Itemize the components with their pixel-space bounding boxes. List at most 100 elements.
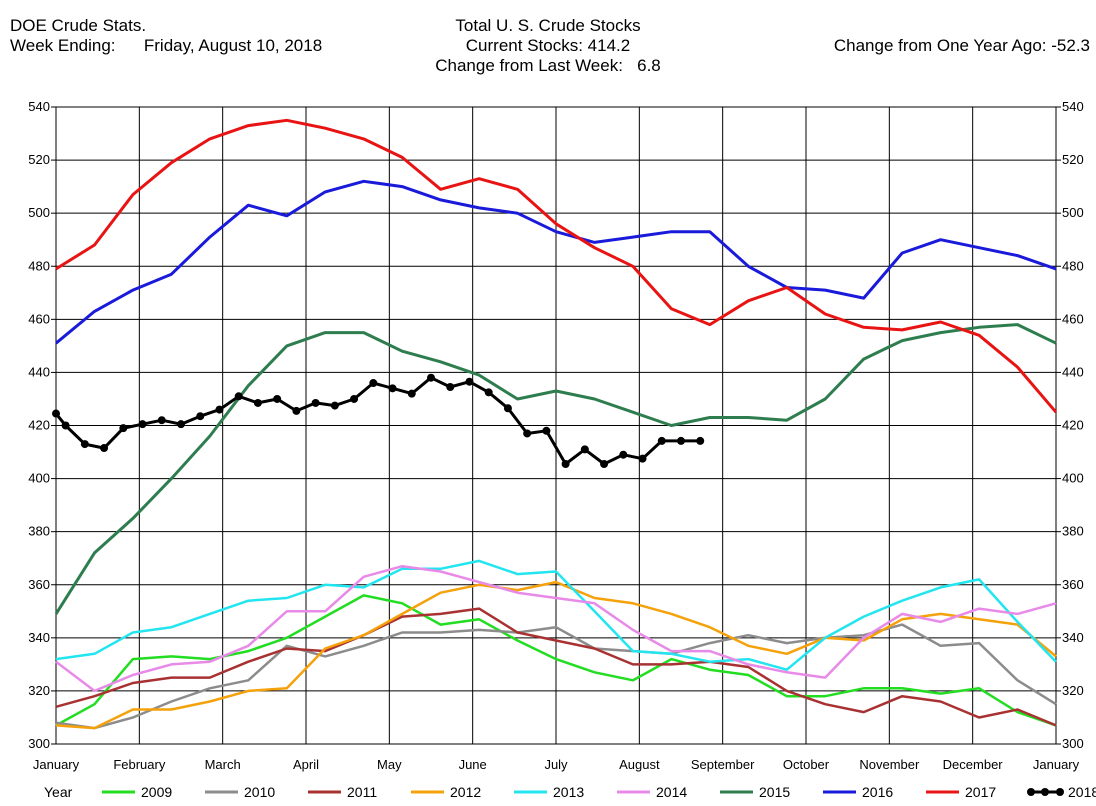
data-point-2018 (253, 398, 262, 407)
y-tick-label-right: 300 (1062, 736, 1084, 751)
x-tick-label: July (544, 757, 568, 772)
week-ending-value: Friday, August 10, 2018 (143, 36, 323, 55)
y-tick-label-right: 320 (1062, 683, 1084, 698)
x-tick-label: January (1033, 757, 1080, 772)
data-point-2018 (350, 394, 359, 403)
x-tick-label: September (691, 757, 755, 772)
grid (51, 106, 1061, 745)
y-tick-label-left: 300 (28, 736, 50, 751)
data-point-2018 (292, 406, 301, 415)
y-tick-label-right: 500 (1062, 205, 1084, 220)
data-point-2018 (503, 404, 512, 413)
data-point-2018 (427, 373, 435, 382)
data-point-2018 (523, 429, 532, 438)
x-tick-label: February (113, 757, 166, 772)
y-tick-label-right: 520 (1062, 152, 1084, 167)
y-tick-label-right: 440 (1062, 364, 1084, 379)
y-tick-label-left: 360 (28, 577, 50, 592)
series-line-2011 (55, 607, 1057, 727)
legend-title: Year (44, 784, 73, 800)
legend-label-2013: 2013 (553, 784, 584, 800)
series-line-2010 (55, 623, 1057, 730)
y-tick-label-left: 500 (28, 205, 50, 220)
legend-label-2012: 2012 (450, 784, 481, 800)
data-point-2018 (311, 398, 320, 407)
y-tick-label-left: 320 (28, 683, 50, 698)
series-line-2013 (55, 559, 1057, 671)
x-tick-label: March (205, 757, 241, 772)
y-tick-label-right: 460 (1062, 311, 1084, 326)
change-week-label: Change from Last Week: (435, 56, 623, 75)
data-point-2018 (580, 445, 589, 454)
series-line-2012 (55, 580, 1057, 730)
x-tick-label: August (619, 757, 660, 772)
legend-label-2010: 2010 (244, 784, 275, 800)
legend-label-2014: 2014 (656, 784, 687, 800)
y-tick-label-left: 460 (28, 311, 50, 326)
data-point-2018 (100, 444, 109, 453)
change-year-value: -52.3 (1051, 36, 1090, 55)
y-tick-labels: 300 300 320 320 340 340 360 360 380 380 400 400 420 4… (28, 99, 1083, 751)
data-point-2018 (234, 392, 243, 401)
legend-label-2009: 2009 (141, 784, 172, 800)
y-tick-label-right: 400 (1062, 471, 1084, 486)
y-tick-label-right: 380 (1062, 524, 1084, 539)
x-tick-label: October (783, 757, 830, 772)
header-right: Change from One Year Ago: -52.3 (834, 36, 1090, 56)
series-line-2017 (55, 118, 1058, 414)
change-year-label: Change from One Year Ago: (833, 36, 1047, 55)
data-point-2018 (677, 436, 685, 445)
data-point-2018 (157, 416, 166, 425)
header-center: Total U. S. Crude Stocks Current Stocks:… (0, 16, 1096, 76)
data-point-2018 (52, 409, 60, 418)
data-point-2018 (407, 389, 416, 398)
data-point-2018 (273, 394, 282, 403)
y-tick-label-left: 520 (28, 152, 50, 167)
data-point-2018 (561, 459, 570, 468)
header-left: DOE Crude Stats. Week Ending: Friday, Au… (10, 16, 322, 56)
data-point-2018 (369, 379, 378, 388)
legend: Year 2009 2010 2011 2012 2013 2014 2015 2016 2017… (44, 784, 1096, 800)
y-tick-label-right: 340 (1062, 630, 1084, 645)
data-point-2018 (484, 388, 493, 397)
y-tick-label-left: 400 (28, 471, 50, 486)
data-point-2018 (465, 377, 474, 386)
y-tick-label-left: 540 (28, 99, 50, 114)
y-tick-label-left: 440 (28, 364, 50, 379)
legend-label-2015: 2015 (759, 784, 790, 800)
data-point-2018 (80, 440, 89, 449)
legend-label-2017: 2017 (965, 784, 996, 800)
data-point-2018 (177, 420, 185, 429)
series-line-2018 (54, 376, 701, 466)
week-ending-label: Week Ending: (10, 36, 116, 55)
y-tick-label-right: 360 (1062, 577, 1084, 592)
data-point-2018 (61, 421, 70, 430)
data-point-2018 (638, 454, 647, 463)
data-point-2018 (542, 426, 551, 435)
x-tick-label: November (859, 757, 920, 772)
data-point-2018 (119, 424, 128, 433)
legend-marker-2018 (1041, 788, 1049, 796)
series-line-2014 (55, 564, 1057, 693)
center-title: Total U. S. Crude Stocks (455, 16, 641, 35)
data-point-2018 (446, 383, 455, 392)
chart-title: DOE Crude Stats. (10, 16, 147, 35)
data-point-2018 (330, 401, 339, 410)
series-lines (52, 118, 1058, 730)
y-tick-label-right: 480 (1062, 258, 1084, 273)
series-line-2016 (55, 179, 1057, 345)
data-point-2018 (138, 420, 147, 429)
legend-label-2016: 2016 (862, 784, 893, 800)
data-point-2018 (657, 436, 666, 445)
y-tick-label-left: 480 (28, 258, 50, 273)
data-point-2018 (196, 412, 205, 421)
x-tick-label: April (293, 757, 319, 772)
x-tick-labels: January February March April May June July Augu… (33, 757, 1080, 772)
x-tick-label: December (943, 757, 1004, 772)
data-point-2018 (619, 450, 628, 459)
y-tick-label-left: 420 (28, 418, 50, 433)
current-stocks-value: 414.2 (587, 36, 631, 55)
series-line-2015 (54, 323, 1057, 615)
current-stocks-label: Current Stocks: (465, 36, 583, 55)
